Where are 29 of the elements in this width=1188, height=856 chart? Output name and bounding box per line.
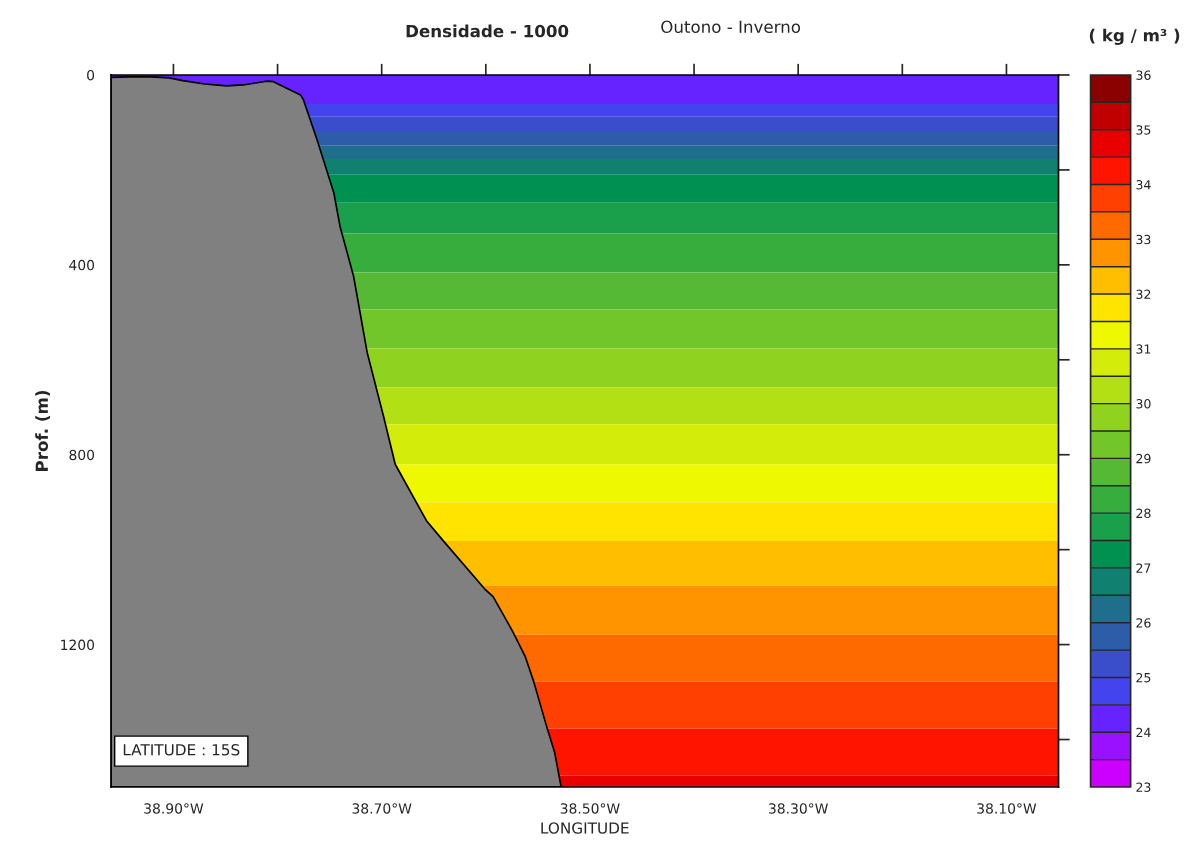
x-axis-title: LONGITUDE (541, 822, 629, 834)
y-tick-label: 800 (69, 449, 95, 461)
y-tick-label: 1200 (61, 639, 95, 651)
y-tick-label: 0 (87, 69, 95, 81)
x-tick-label: 38.90°W (144, 803, 204, 814)
chart-subtitle: Outono - Inverno (661, 20, 801, 34)
x-tick-label: 38.30°W (769, 803, 828, 814)
color-bar-label: 35 (1136, 125, 1151, 135)
color-bar-label: 26 (1136, 618, 1151, 628)
color-bar-label: 25 (1136, 672, 1151, 683)
color-bar-label: 32 (1136, 289, 1151, 299)
color-bar-label: 27 (1136, 563, 1151, 573)
color-bar-label: 31 (1136, 344, 1151, 354)
color-bar-title: ( kg / m³ ) (1089, 28, 1180, 45)
color-bar-label: 33 (1136, 234, 1151, 245)
chart-title: Densidade - 1000 (406, 24, 569, 38)
annotation: LATITUDE : 15S (123, 744, 240, 756)
color-bar-label: 29 (1136, 453, 1151, 464)
y-tick-label: 400 (69, 259, 95, 271)
color-bar-label: 34 (1136, 180, 1151, 190)
color-bar-label: 28 (1136, 508, 1151, 519)
color-bar-label: 36 (1136, 70, 1151, 80)
x-tick-label: 38.70°W (352, 803, 412, 814)
x-tick-label: 38.50°W (560, 803, 620, 814)
color-bar-label: 24 (1136, 727, 1151, 737)
color-bar-label: 23 (1136, 782, 1151, 792)
color-bar-label: 30 (1136, 399, 1151, 409)
y-axis-title: Prof. (m) (35, 390, 51, 471)
x-tick-label: 38.10°W (977, 803, 1037, 814)
